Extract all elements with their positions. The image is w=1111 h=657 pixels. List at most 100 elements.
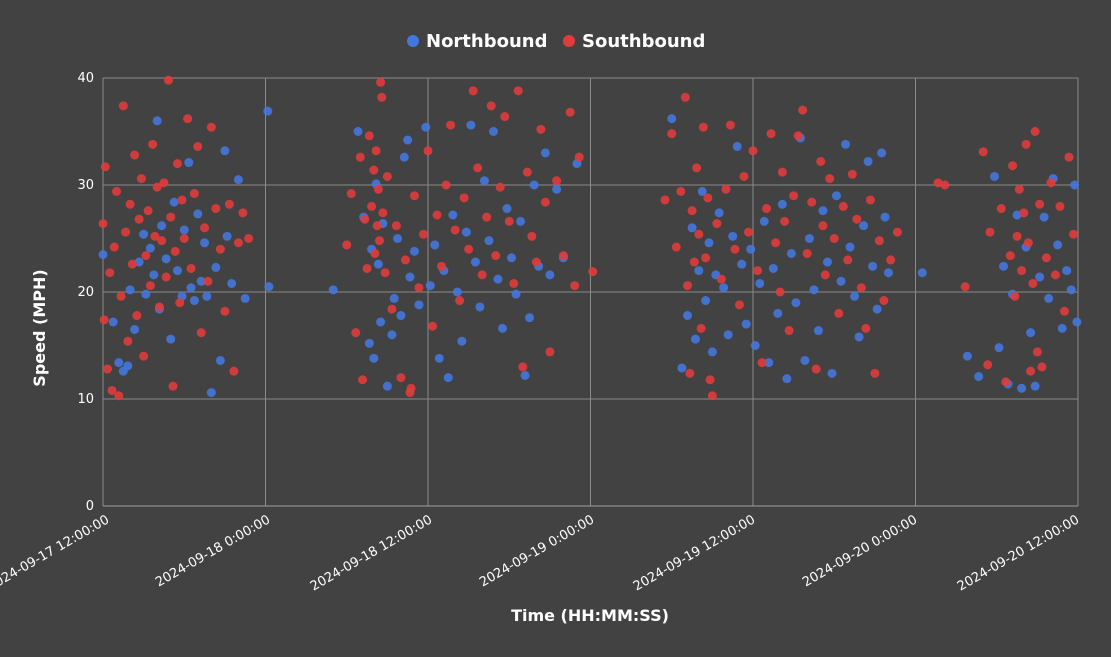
data-point[interactable] — [493, 274, 503, 284]
data-point[interactable] — [1068, 229, 1078, 239]
data-point[interactable] — [382, 381, 392, 391]
data-point[interactable] — [1001, 377, 1011, 387]
data-point[interactable] — [518, 362, 528, 372]
data-point[interactable] — [500, 112, 510, 122]
data-point[interactable] — [364, 131, 374, 141]
data-point[interactable] — [220, 146, 230, 156]
data-point[interactable] — [872, 304, 882, 314]
data-point[interactable] — [813, 326, 823, 336]
data-point[interactable] — [377, 92, 387, 102]
data-point[interactable] — [105, 268, 115, 278]
data-point[interactable] — [148, 139, 158, 149]
data-point[interactable] — [698, 122, 708, 132]
data-point[interactable] — [369, 353, 379, 363]
data-point[interactable] — [455, 296, 465, 306]
data-point[interactable] — [850, 291, 860, 301]
legend-item-southbound[interactable]: Southbound — [563, 31, 705, 52]
data-point[interactable] — [116, 291, 126, 301]
data-point[interactable] — [552, 176, 562, 186]
data-point[interactable] — [328, 285, 338, 295]
data-point[interactable] — [486, 101, 496, 111]
data-point[interactable] — [495, 182, 505, 192]
data-point[interactable] — [734, 300, 744, 310]
data-point[interactable] — [169, 197, 179, 207]
data-point[interactable] — [940, 180, 950, 190]
data-point[interactable] — [446, 120, 456, 130]
data-point[interactable] — [118, 101, 128, 111]
data-point[interactable] — [364, 338, 374, 348]
data-point[interactable] — [189, 296, 199, 306]
data-point[interactable] — [371, 146, 381, 156]
data-point[interactable] — [491, 251, 501, 261]
data-point[interactable] — [1028, 278, 1038, 288]
data-point[interactable] — [804, 234, 814, 243]
data-point[interactable] — [845, 242, 855, 252]
data-point[interactable] — [196, 276, 206, 286]
data-point[interactable] — [482, 212, 492, 222]
data-point[interactable] — [457, 336, 467, 346]
data-point[interactable] — [859, 221, 869, 231]
data-point[interactable] — [983, 360, 993, 370]
data-point[interactable] — [400, 255, 410, 265]
data-point[interactable] — [141, 251, 151, 261]
data-point[interactable] — [739, 171, 749, 181]
data-point[interactable] — [1055, 201, 1065, 211]
data-point[interactable] — [434, 353, 444, 363]
data-point[interactable] — [466, 120, 476, 130]
data-point[interactable] — [701, 296, 711, 306]
data-point[interactable] — [149, 270, 159, 280]
data-point[interactable] — [1012, 210, 1022, 220]
data-point[interactable] — [753, 266, 763, 276]
data-point[interactable] — [229, 366, 239, 376]
data-point[interactable] — [484, 236, 494, 246]
legend-item-northbound[interactable]: Northbound — [407, 31, 548, 52]
data-point[interactable] — [822, 257, 832, 267]
data-point[interactable] — [865, 195, 875, 205]
data-point[interactable] — [423, 146, 433, 156]
data-point[interactable] — [1070, 180, 1080, 190]
data-point[interactable] — [154, 302, 164, 312]
data-point[interactable] — [475, 302, 485, 312]
data-point[interactable] — [728, 231, 738, 241]
data-point[interactable] — [509, 278, 519, 288]
data-point[interactable] — [177, 195, 187, 205]
data-point[interactable] — [999, 261, 1009, 271]
data-point[interactable] — [683, 311, 693, 321]
data-point[interactable] — [707, 391, 717, 401]
data-point[interactable] — [1039, 212, 1049, 222]
data-point[interactable] — [1019, 208, 1029, 218]
data-point[interactable] — [784, 326, 794, 336]
data-point[interactable] — [238, 208, 248, 218]
data-point[interactable] — [114, 391, 124, 401]
data-point[interactable] — [114, 358, 124, 368]
data-point[interactable] — [437, 261, 447, 271]
data-point[interactable] — [820, 270, 830, 280]
data-point[interactable] — [396, 311, 406, 321]
data-point[interactable] — [373, 259, 383, 269]
data-point[interactable] — [807, 197, 817, 207]
data-point[interactable] — [707, 347, 717, 357]
data-point[interactable] — [877, 148, 887, 158]
data-point[interactable] — [1035, 199, 1045, 209]
data-point[interactable] — [206, 388, 216, 398]
data-point[interactable] — [689, 257, 699, 267]
data-point[interactable] — [220, 306, 230, 316]
data-point[interactable] — [766, 129, 776, 139]
data-point[interactable] — [536, 124, 546, 134]
data-point[interactable] — [854, 332, 864, 342]
data-point[interactable] — [677, 363, 687, 373]
data-point[interactable] — [574, 152, 584, 162]
data-point[interactable] — [721, 184, 731, 194]
data-point[interactable] — [994, 343, 1004, 353]
data-point[interactable] — [777, 167, 787, 177]
data-point[interactable] — [748, 146, 758, 156]
data-point[interactable] — [399, 152, 409, 162]
data-point[interactable] — [667, 129, 677, 139]
data-point[interactable] — [172, 159, 182, 169]
data-point[interactable] — [193, 141, 203, 151]
data-point[interactable] — [540, 197, 550, 207]
data-point[interactable] — [836, 276, 846, 286]
data-point[interactable] — [771, 238, 781, 248]
data-point[interactable] — [203, 276, 213, 286]
data-point[interactable] — [441, 180, 451, 190]
